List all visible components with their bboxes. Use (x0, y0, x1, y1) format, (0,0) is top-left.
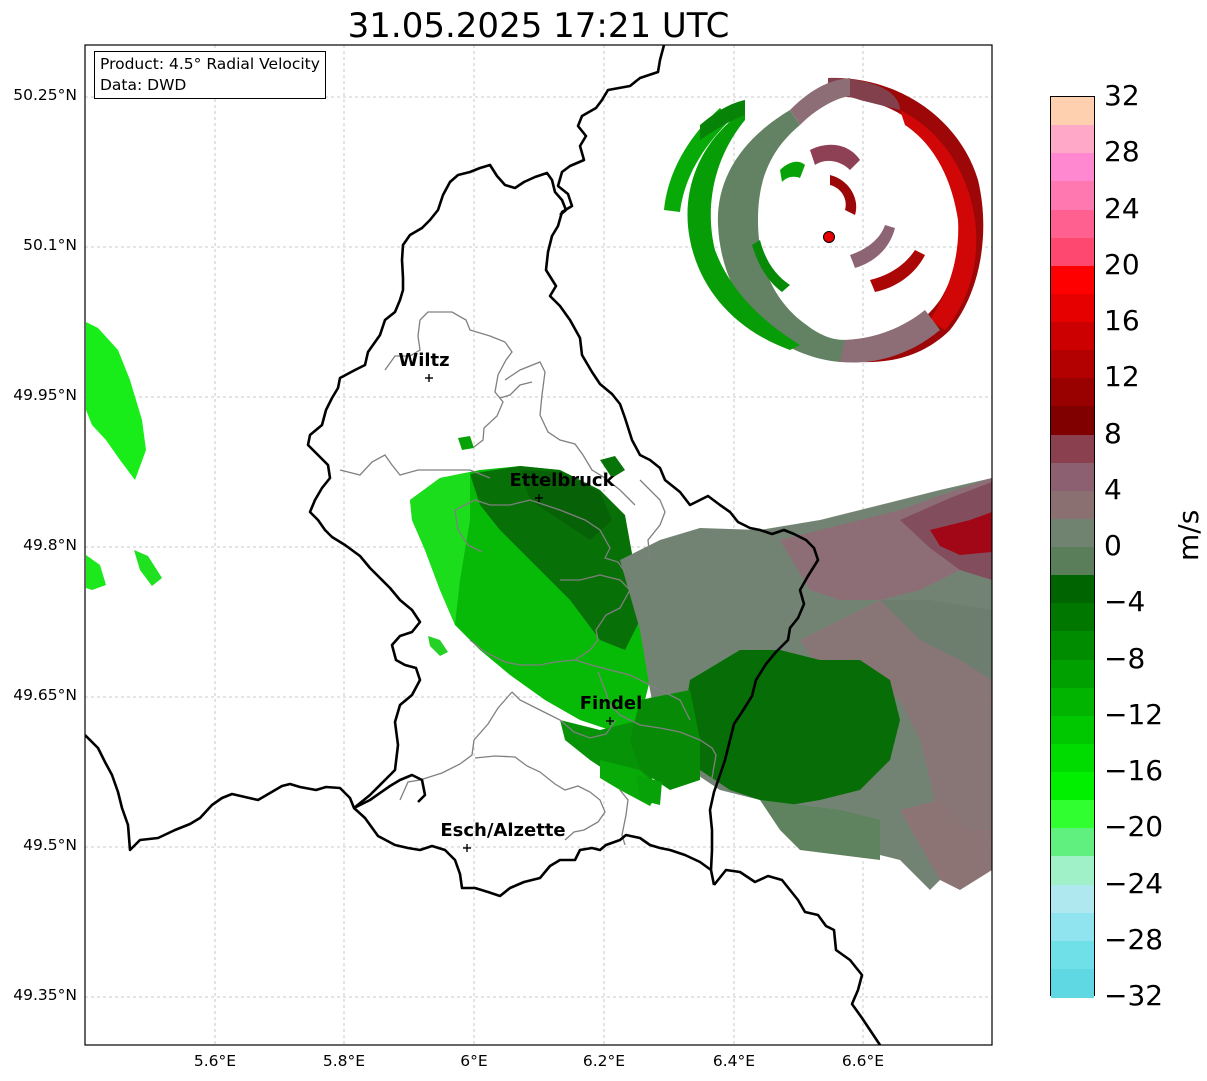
x-tick-label: 5.8°E (322, 1052, 366, 1070)
colorbar-tick-label: 24 (1104, 191, 1140, 225)
colorbar-step (1051, 575, 1094, 604)
colorbar-tick-label: 4 (1104, 472, 1122, 506)
colorbar-step (1051, 237, 1094, 267)
colorbar (1050, 96, 1095, 998)
colorbar-unit-label: m/s (1172, 509, 1205, 561)
colorbar-step (1051, 715, 1094, 745)
x-tick-label: 6.6°E (841, 1052, 885, 1070)
y-tick-label: 49.5°N (23, 836, 77, 854)
city-label-esch-alzette: Esch/Alzette (440, 820, 566, 841)
colorbar-step (1051, 603, 1094, 632)
y-tick-label: 49.65°N (13, 686, 77, 704)
x-tick-label: 6.2°E (582, 1052, 626, 1070)
city-label-wiltz: Wiltz (398, 350, 450, 371)
y-tick-label: 50.1°N (23, 236, 77, 254)
colorbar-step (1051, 884, 1094, 914)
colorbar-step (1051, 828, 1094, 857)
colorbar-tick-label: 12 (1104, 360, 1140, 394)
x-tick-label: 6.4°E (712, 1052, 756, 1070)
colorbar-step (1051, 97, 1094, 126)
colorbar-step (1051, 687, 1094, 717)
colorbar-tick-label: −8 (1104, 641, 1146, 675)
colorbar-step (1051, 462, 1094, 492)
velocity-echoes (86, 77, 992, 890)
x-tick-label: 6°E (460, 1052, 488, 1070)
colorbar-tick-label: −24 (1104, 866, 1164, 900)
colorbar-step (1051, 856, 1094, 885)
colorbar-tick-label: 32 (1104, 79, 1140, 112)
colorbar-step (1051, 181, 1094, 210)
colorbar-step (1051, 518, 1094, 548)
colorbar-step (1051, 209, 1094, 239)
colorbar-step (1051, 940, 1094, 970)
colorbar-tick-label: −20 (1104, 810, 1164, 844)
colorbar-step (1051, 125, 1094, 154)
colorbar-step (1051, 293, 1094, 323)
colorbar-tick-label: 20 (1104, 247, 1140, 281)
product-label: Product: 4.5° Radial Velocity (100, 55, 320, 73)
y-tick-label: 49.8°N (23, 536, 77, 554)
colorbar-step (1051, 800, 1094, 829)
radar-ring (664, 77, 984, 363)
district-borders (339, 311, 717, 846)
city-label-ettelbruck: Ettelbruck (509, 470, 615, 491)
plot-frame (84, 44, 993, 1046)
y-tick-label: 50.25°N (13, 86, 77, 104)
colorbar-tick-label: −28 (1104, 922, 1164, 956)
radar-site-marker (823, 231, 835, 243)
colorbar-tick-label: −16 (1104, 754, 1164, 787)
colorbar-step (1051, 322, 1094, 351)
colorbar-step (1051, 631, 1094, 660)
city-label-findel: Findel (579, 693, 643, 714)
x-tick-label: 5.6°E (193, 1052, 237, 1070)
city-markers (425, 374, 614, 852)
colorbar-tick-label: 0 (1104, 529, 1122, 562)
colorbar-tick-label: 16 (1104, 304, 1140, 337)
colorbar-tick-label: −12 (1104, 697, 1164, 731)
colorbar-step (1051, 912, 1094, 942)
colorbar-step (1051, 743, 1094, 773)
colorbar-step (1051, 434, 1094, 464)
y-tick-label: 49.95°N (13, 386, 77, 404)
colorbar-step (1051, 378, 1094, 407)
colorbar-step (1051, 490, 1094, 520)
colorbar-step (1051, 659, 1094, 689)
product-info-box: Product: 4.5° Radial Velocity Data: DWD (94, 51, 326, 99)
y-tick-label: 49.35°N (13, 986, 77, 1004)
colorbar-tick-label: 8 (1104, 416, 1122, 450)
colorbar-tick-label: 28 (1104, 135, 1140, 169)
colorbar-step (1051, 153, 1094, 182)
colorbar-tick-label: −4 (1104, 585, 1146, 619)
colorbar-step (1051, 968, 1094, 998)
map-title: 31.05.2025 17:21 UTC (347, 6, 730, 46)
colorbar-step (1051, 547, 1094, 576)
colorbar-tick-label: −32 (1104, 979, 1164, 1012)
data-source-label: Data: DWD (100, 76, 187, 94)
colorbar-step (1051, 265, 1094, 295)
colorbar-step (1051, 406, 1094, 435)
country-borders (85, 45, 882, 1045)
colorbar-step (1051, 350, 1094, 379)
colorbar-step (1051, 772, 1094, 801)
